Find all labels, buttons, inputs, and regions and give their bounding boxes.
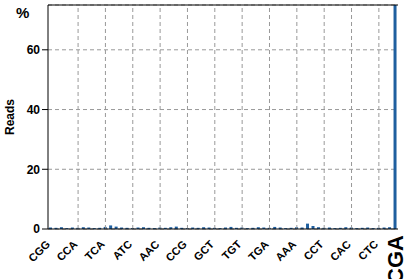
svg-text:CGG: CGG: [26, 238, 52, 264]
svg-text:CAC: CAC: [328, 238, 353, 263]
svg-text:TCA: TCA: [82, 238, 107, 263]
svg-text:60: 60: [27, 43, 41, 57]
svg-text:CCA: CCA: [54, 238, 79, 263]
svg-text:ATC: ATC: [110, 238, 134, 262]
svg-text:AAA: AAA: [273, 238, 298, 263]
svg-text:CCG: CCG: [163, 238, 189, 264]
svg-text:CCT: CCT: [301, 238, 326, 263]
svg-text:20: 20: [27, 163, 41, 177]
svg-text:CGA: CGA: [383, 235, 408, 279]
svg-text:CTC: CTC: [356, 238, 381, 263]
svg-text:AAC: AAC: [136, 238, 161, 263]
svg-text:GCT: GCT: [191, 238, 216, 263]
svg-text:0: 0: [33, 222, 40, 236]
svg-text:40: 40: [27, 103, 41, 117]
svg-text:Reads: Reads: [8, 99, 17, 135]
svg-text:TGA: TGA: [246, 238, 271, 263]
svg-text:TGT: TGT: [220, 238, 244, 262]
